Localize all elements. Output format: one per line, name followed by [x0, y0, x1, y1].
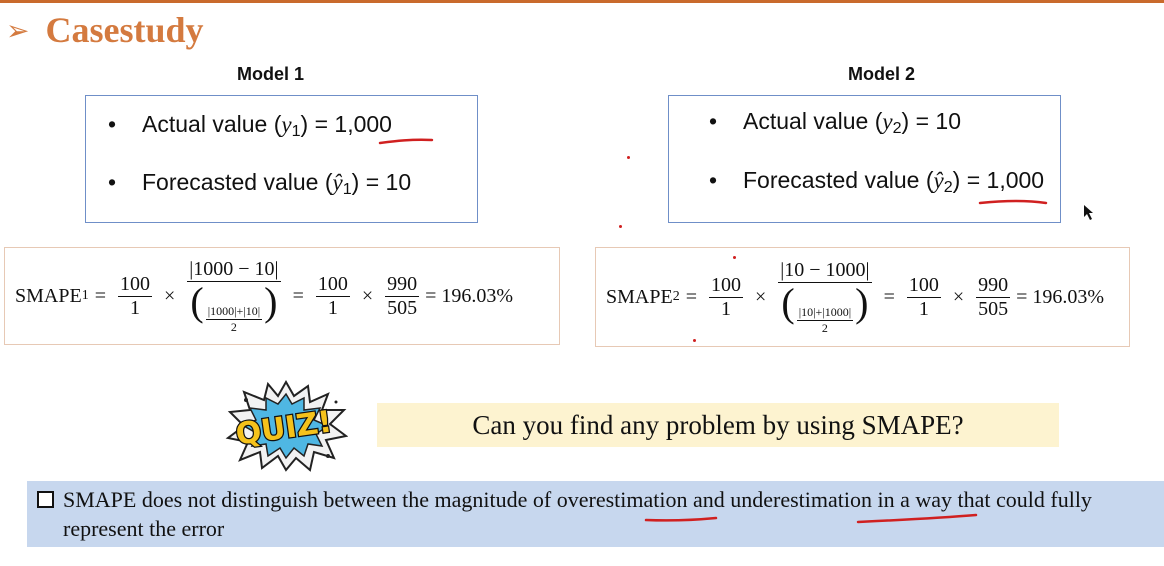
quiz-logo: QUIZ!	[224, 379, 349, 472]
model1-fraction-4: 990 505	[385, 272, 420, 320]
inner-denominator: 2	[821, 320, 828, 335]
times-sign: ×	[754, 285, 767, 308]
model2-forecast-sub: 2	[943, 178, 953, 197]
model2-formula-lhs: SMAPE	[606, 285, 673, 308]
model1-forecast-var: ŷ	[332, 170, 343, 195]
equals-sign: =	[883, 285, 895, 308]
inner-fraction: |1000|+|10| 2	[205, 304, 263, 334]
model1-actual-value: ) = 1,000	[300, 111, 392, 137]
model2-actual-label: Actual value (	[743, 108, 883, 134]
equals-sign: =	[685, 285, 697, 308]
left-paren: (	[190, 279, 204, 325]
model2-forecast-value: ) = 1,000	[952, 167, 1045, 193]
model2-formula-result: = 196.03%	[1016, 285, 1105, 308]
model2-formula-box: SMAPE 2 = 100 1 × |10 − 1000| (|10|+|1000|…	[595, 247, 1130, 347]
fraction-denominator: 505	[387, 296, 418, 319]
equals-sign: =	[292, 284, 304, 307]
times-sign: ×	[163, 284, 176, 307]
times-sign: ×	[952, 285, 965, 308]
model2-fraction-1: 100 1	[708, 273, 743, 321]
model1-forecast-sub: 1	[342, 180, 352, 199]
model1-formula: SMAPE 1 = 100 1 × |1000 − 10| (|1000|+|10|…	[15, 248, 513, 344]
slide-title-text: Casestudy	[45, 10, 204, 50]
fraction-numerator: 990	[385, 272, 420, 297]
model1-fraction-1: 100 1	[117, 272, 152, 320]
model1-actual-var: y	[281, 112, 292, 137]
model1-forecast-label: Forecasted value (	[142, 169, 333, 195]
left-paren: (	[781, 280, 795, 326]
model2-actual-var: y	[882, 109, 893, 134]
annotation-dot	[627, 156, 630, 159]
inner-denominator: 2	[230, 319, 237, 334]
model1-fraction-2: |1000 − 10| (|1000|+|10| 2)	[187, 258, 281, 334]
model1-formula-result: = 196.03%	[425, 284, 514, 307]
inner-numerator: |10|+|1000|	[796, 305, 854, 321]
fraction-numerator: 100	[708, 273, 743, 298]
arrow-bullet-icon: ➢	[6, 13, 30, 47]
model2-formula: SMAPE 2 = 100 1 × |10 − 1000| (|10|+|1000|…	[606, 248, 1104, 346]
model2-actual-item: Actual value (y2) = 10	[709, 108, 961, 138]
model1-formula-lhs: SMAPE	[15, 284, 82, 307]
model2-forecast-var: ŷ	[933, 168, 944, 193]
fraction-denominator: (|10|+|1000| 2)	[779, 283, 870, 335]
fraction-numerator: 100	[117, 272, 152, 297]
inner-numerator: |1000|+|10|	[205, 304, 263, 320]
model2-actual-value: ) = 10	[901, 108, 961, 134]
fraction-numerator: 100	[906, 273, 941, 298]
annotation-dot	[619, 225, 622, 228]
top-accent-bar	[0, 0, 1164, 3]
fraction-numerator: |1000 − 10|	[187, 258, 281, 283]
checkbox-bullet-icon	[37, 491, 54, 508]
fraction-numerator: |10 − 1000|	[778, 259, 872, 284]
model1-formula-box: SMAPE 1 = 100 1 × |1000 − 10| (|1000|+|10|…	[4, 247, 560, 345]
conclusion-text: SMAPE does not distinguish between the m…	[63, 487, 1092, 541]
fraction-numerator: 990	[976, 273, 1011, 298]
slide-title: ➢ Casestudy	[6, 8, 204, 52]
model2-values-box: Actual value (y2) = 10 Forecasted value …	[668, 95, 1061, 223]
model2-forecast-item: Forecasted value (ŷ2) = 1,000	[709, 167, 1044, 197]
inner-fraction: |10|+|1000| 2	[796, 305, 854, 335]
equals-sign: =	[94, 284, 106, 307]
quiz-burst-icon: QUIZ!	[225, 379, 349, 472]
model1-forecast-item: Forecasted value (ŷ1) = 10	[108, 169, 411, 199]
model1-actual-label: Actual value (	[142, 111, 282, 137]
annotation-dot	[693, 339, 696, 342]
conclusion-box: SMAPE does not distinguish between the m…	[27, 481, 1164, 547]
model2-forecast-label: Forecasted value (	[743, 167, 934, 193]
model1-values-box: Actual value (y1) = 1,000 Forecasted val…	[85, 95, 478, 223]
fraction-denominator: (|1000|+|10| 2)	[188, 282, 279, 334]
fraction-denominator: 1	[129, 296, 140, 319]
times-sign: ×	[361, 284, 374, 307]
model1-actual-sub: 1	[291, 122, 301, 141]
model1-heading: Model 1	[237, 64, 305, 84]
model2-formula-lhs-sub: 2	[672, 289, 680, 304]
fraction-denominator: 505	[978, 297, 1009, 320]
quiz-question: Can you find any problem by using SMAPE?	[377, 403, 1059, 447]
model1-formula-lhs-sub: 1	[81, 288, 89, 303]
right-paren: )	[264, 279, 278, 325]
model2-fraction-4: 990 505	[976, 273, 1011, 321]
model2-fraction-3: 100 1	[906, 273, 941, 321]
model1-actual-item: Actual value (y1) = 1,000	[108, 111, 392, 141]
fraction-denominator: 1	[918, 297, 929, 320]
annotation-dot	[733, 256, 736, 259]
model1-forecast-value: ) = 10	[351, 169, 412, 195]
model1-fraction-3: 100 1	[315, 272, 350, 320]
fraction-numerator: 100	[315, 272, 350, 297]
fraction-denominator: 1	[327, 296, 338, 319]
fraction-denominator: 1	[720, 297, 731, 320]
model2-heading: Model 2	[848, 64, 916, 84]
right-paren: )	[855, 280, 869, 326]
mouse-cursor-icon	[1084, 205, 1093, 220]
model2-fraction-2: |10 − 1000| (|10|+|1000| 2)	[778, 259, 872, 335]
model2-actual-sub: 2	[892, 119, 902, 138]
